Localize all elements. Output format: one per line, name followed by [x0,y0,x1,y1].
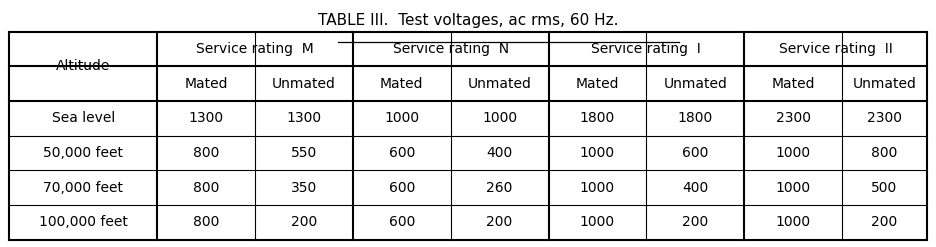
Text: 200: 200 [871,215,898,229]
Text: Altitude: Altitude [56,59,110,73]
Text: TABLE III.  Test voltages, ac rms, 60 Hz.: TABLE III. Test voltages, ac rms, 60 Hz. [317,13,619,28]
Text: Service rating  M: Service rating M [197,42,314,56]
Text: 200: 200 [487,215,513,229]
Text: 500: 500 [871,181,898,195]
Text: 600: 600 [388,181,415,195]
Text: 50,000 feet: 50,000 feet [43,146,124,160]
Text: Unmated: Unmated [272,77,336,91]
Text: 1000: 1000 [580,146,615,160]
Text: Service rating  N: Service rating N [392,42,509,56]
Text: Mated: Mated [184,77,227,91]
Text: 260: 260 [487,181,513,195]
Text: 1000: 1000 [482,111,518,125]
Text: Mated: Mated [771,77,815,91]
Text: Unmated: Unmated [853,77,916,91]
Text: 600: 600 [388,215,415,229]
Text: 1000: 1000 [384,111,419,125]
Text: Unmated: Unmated [664,77,727,91]
Text: Service rating  II: Service rating II [779,42,892,56]
Text: 1000: 1000 [776,146,811,160]
Text: 1800: 1800 [579,111,615,125]
Text: Mated: Mated [380,77,423,91]
Text: 1300: 1300 [188,111,224,125]
Text: 200: 200 [291,215,317,229]
Text: 550: 550 [291,146,317,160]
Text: Sea level: Sea level [51,111,115,125]
Text: 800: 800 [871,146,898,160]
Text: 1000: 1000 [580,181,615,195]
Text: 2300: 2300 [867,111,902,125]
Text: 1000: 1000 [776,181,811,195]
Text: 100,000 feet: 100,000 feet [38,215,127,229]
Text: 200: 200 [682,215,709,229]
Text: 350: 350 [291,181,317,195]
Text: 1300: 1300 [286,111,321,125]
Text: 800: 800 [193,181,219,195]
Text: Unmated: Unmated [468,77,532,91]
Text: 600: 600 [682,146,709,160]
Text: 600: 600 [388,146,415,160]
Text: 400: 400 [682,181,709,195]
Text: 2300: 2300 [776,111,811,125]
Text: 1000: 1000 [580,215,615,229]
Text: Mated: Mated [576,77,620,91]
Text: 70,000 feet: 70,000 feet [43,181,124,195]
Text: 1000: 1000 [776,215,811,229]
Text: 400: 400 [487,146,513,160]
Text: 800: 800 [193,215,219,229]
Text: 1800: 1800 [678,111,713,125]
Text: Service rating  I: Service rating I [592,42,701,56]
Text: 800: 800 [193,146,219,160]
